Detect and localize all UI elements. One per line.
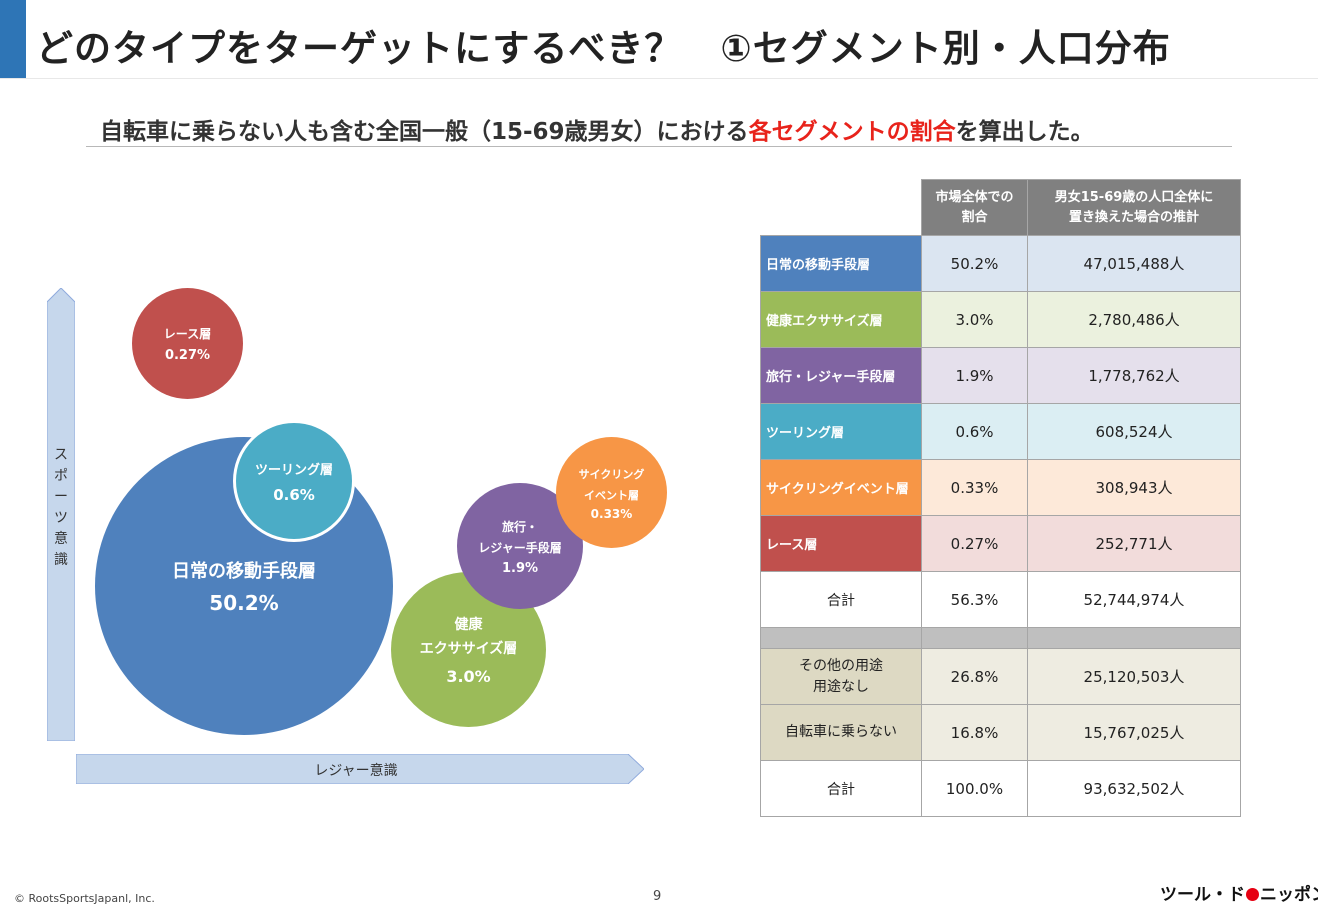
vertical-axis-label: ス ポ ー ツ 意 識 bbox=[47, 445, 75, 571]
table-row: 日常の移動手段層 50.2% 47,015,488人 bbox=[760, 235, 1241, 292]
bubble-race: レース層 0.27% bbox=[132, 288, 243, 399]
table-row: 健康エクササイズ層 3.0% 2,780,486人 bbox=[760, 291, 1241, 348]
title-accent-bar bbox=[0, 0, 26, 78]
title-divider bbox=[0, 78, 1318, 79]
total-share: 100.0% bbox=[921, 760, 1028, 817]
table-separator-row bbox=[760, 627, 1241, 649]
other-label: その他の用途 用途なし bbox=[760, 648, 922, 705]
subtitle: 自転車に乗らない人も含む全国一般（15-69歳男女）における各セグメントの割合を… bbox=[100, 112, 1094, 146]
subtotal-population: 52,744,974人 bbox=[1027, 571, 1241, 628]
bubble-label: 旅行・ bbox=[501, 519, 538, 534]
total-population: 93,632,502人 bbox=[1027, 760, 1241, 817]
tour-de-nippon-logo: ツール・ドニッポン bbox=[1160, 880, 1318, 905]
other-population: 25,120,503人 bbox=[1027, 648, 1241, 705]
axis-y-char: ツ bbox=[54, 510, 68, 526]
header-share-line: 割合 bbox=[961, 209, 988, 225]
other-label-line: 用途なし bbox=[813, 678, 869, 695]
separator-cell bbox=[921, 627, 1028, 649]
header-blank-cell bbox=[760, 179, 922, 236]
logo-text-left: ツール・ド bbox=[1160, 885, 1245, 905]
bubble-percent: 0.6% bbox=[273, 485, 315, 504]
subtitle-divider bbox=[86, 146, 1232, 147]
table-header-row: 市場全体での 割合 男女15-69歳の人口全体に 置き換えた場合の推計 bbox=[760, 179, 1241, 236]
segment-label: 健康エクササイズ層 bbox=[760, 291, 922, 348]
bubble-percent: 0.27% bbox=[164, 347, 211, 363]
total-label: 合計 bbox=[760, 760, 922, 817]
axis-y-char: 意 bbox=[54, 531, 68, 547]
segment-label: ツーリング層 bbox=[760, 403, 922, 460]
segment-share: 3.0% bbox=[921, 291, 1028, 348]
logo-text-right: ニッポン bbox=[1260, 885, 1318, 905]
segment-share: 50.2% bbox=[921, 235, 1028, 292]
axis-y-char: ー bbox=[54, 489, 68, 505]
table-row: 旅行・レジャー手段層 1.9% 1,778,762人 bbox=[760, 347, 1241, 404]
bubble-percent: 0.33% bbox=[590, 507, 633, 521]
segment-population: 252,771人 bbox=[1027, 515, 1241, 572]
subtotal-label: 合計 bbox=[760, 571, 922, 628]
other-share: 26.8% bbox=[921, 648, 1028, 705]
separator-cell bbox=[1027, 627, 1241, 649]
header-share-line: 市場全体での bbox=[935, 189, 1014, 205]
header-population-line: 置き換えた場合の推計 bbox=[1068, 209, 1199, 225]
segment-label: サイクリングイベント層 bbox=[760, 459, 922, 516]
separator-cell bbox=[760, 627, 922, 649]
bubble-label: エクササイズ層 bbox=[419, 641, 518, 657]
bubble-percent: 50.2% bbox=[209, 591, 279, 615]
header-population: 男女15-69歳の人口全体に 置き換えた場合の推計 bbox=[1027, 179, 1241, 236]
axis-y-char: ポ bbox=[54, 468, 68, 484]
subtitle-highlight: 各セグメントの割合 bbox=[748, 119, 956, 145]
table-row: レース層 0.27% 252,771人 bbox=[760, 515, 1241, 572]
segment-label: 日常の移動手段層 bbox=[760, 235, 922, 292]
subtitle-text-post: を算出した。 bbox=[955, 119, 1094, 145]
other-row: その他の用途 用途なし 26.8% 25,120,503人 bbox=[760, 648, 1241, 705]
bubble-label: イベント層 bbox=[584, 489, 639, 502]
other-share: 16.8% bbox=[921, 704, 1028, 761]
segment-label: レース層 bbox=[760, 515, 922, 572]
table-row: サイクリングイベント層 0.33% 308,943人 bbox=[760, 459, 1241, 516]
subtitle-text-pre: 自転車に乗らない人も含む全国一般（15-69歳男女）における bbox=[100, 119, 749, 145]
bubble-label: 日常の移動手段層 bbox=[172, 561, 316, 582]
other-population: 15,767,025人 bbox=[1027, 704, 1241, 761]
subtotal-row: 合計 56.3% 52,744,974人 bbox=[760, 571, 1241, 628]
page-title: どのタイプをターゲットにするべき？ ①セグメント別・人口分布 bbox=[36, 27, 1171, 70]
axis-y-char: 識 bbox=[54, 552, 68, 568]
page-number: 9 bbox=[653, 889, 662, 904]
bubble-label: サイクリング bbox=[578, 468, 645, 481]
segment-population: 608,524人 bbox=[1027, 403, 1241, 460]
copyright-notice: © RootsSportsJapanl, Inc. bbox=[14, 892, 155, 905]
bubble-touring: ツーリング層 0.6% bbox=[233, 420, 355, 542]
bubble-label: ツーリング層 bbox=[254, 462, 333, 478]
bubble-cycling-event: サイクリング イベント層 0.33% bbox=[556, 437, 667, 548]
bubble-percent: 3.0% bbox=[446, 667, 491, 686]
bubble-label: 健康 bbox=[454, 617, 483, 633]
segment-population: 2,780,486人 bbox=[1027, 291, 1241, 348]
other-label-line: その他の用途 bbox=[799, 657, 883, 674]
bubble-travel-leisure: 旅行・ レジャー手段層 1.9% bbox=[457, 483, 583, 609]
segment-share: 0.33% bbox=[921, 459, 1028, 516]
table-row: ツーリング層 0.6% 608,524人 bbox=[760, 403, 1241, 460]
header-share: 市場全体での 割合 bbox=[921, 179, 1028, 236]
segment-population: 47,015,488人 bbox=[1027, 235, 1241, 292]
bubble-label: レジャー手段層 bbox=[478, 540, 562, 555]
total-row: 合計 100.0% 93,632,502人 bbox=[760, 760, 1241, 817]
red-dot-icon bbox=[1246, 888, 1259, 901]
segment-population: 1,778,762人 bbox=[1027, 347, 1241, 404]
bubble-label: レース層 bbox=[163, 326, 212, 341]
segment-table: 市場全体での 割合 男女15-69歳の人口全体に 置き換えた場合の推計 日常の移動手… bbox=[760, 179, 1241, 817]
segment-share: 0.6% bbox=[921, 403, 1028, 460]
horizontal-axis-arrow bbox=[76, 754, 644, 784]
segment-population: 308,943人 bbox=[1027, 459, 1241, 516]
segment-share: 0.27% bbox=[921, 515, 1028, 572]
bubble-percent: 1.9% bbox=[501, 560, 539, 576]
segment-label: 旅行・レジャー手段層 bbox=[760, 347, 922, 404]
other-label: 自転車に乗らない bbox=[760, 704, 922, 761]
segment-share: 1.9% bbox=[921, 347, 1028, 404]
vertical-axis-arrow bbox=[47, 288, 75, 741]
axis-y-char: ス bbox=[54, 447, 68, 463]
subtotal-share: 56.3% bbox=[921, 571, 1028, 628]
horizontal-axis-label: レジャー意識 bbox=[314, 763, 398, 779]
bubble-health-exercise: 健康 エクササイズ層 3.0% bbox=[391, 572, 546, 727]
header-population-line: 男女15-69歳の人口全体に bbox=[1054, 189, 1214, 205]
other-row: 自転車に乗らない 16.8% 15,767,025人 bbox=[760, 704, 1241, 761]
